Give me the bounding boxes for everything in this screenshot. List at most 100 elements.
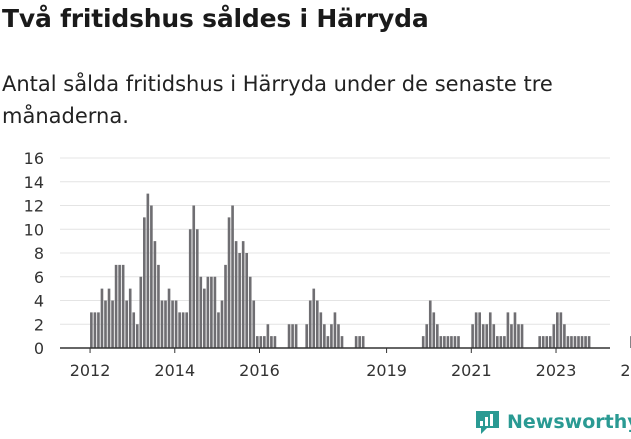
x-tick-label: 2016: [239, 361, 280, 380]
bar: [428, 300, 432, 348]
newsworthy-logo-icon: [476, 410, 499, 434]
bar: [506, 312, 510, 348]
bar: [548, 336, 552, 348]
bar: [443, 336, 446, 348]
bar: [361, 336, 365, 348]
bar: [552, 324, 556, 348]
bar: [453, 336, 457, 348]
bar: [121, 264, 125, 348]
y-tick-label: 14: [24, 173, 44, 192]
bar: [143, 217, 146, 348]
bar: [227, 217, 231, 348]
bar: [354, 336, 358, 348]
bar: [203, 288, 206, 348]
bar: [252, 300, 256, 348]
bar: [421, 336, 425, 348]
bar: [488, 312, 492, 348]
bar: [255, 336, 259, 348]
bar: [333, 312, 337, 348]
bar: [436, 324, 439, 348]
bar: [577, 336, 580, 348]
bar: [556, 312, 559, 348]
bar: [358, 336, 361, 348]
bar: [566, 336, 570, 348]
bar: [90, 312, 93, 348]
bar: [319, 312, 323, 348]
bar: [492, 324, 496, 348]
bar: [587, 336, 591, 348]
bar: [308, 300, 312, 348]
bar: [97, 312, 100, 348]
bar: [337, 324, 340, 348]
bar: [538, 336, 541, 348]
bar: [450, 336, 453, 348]
bar: [305, 324, 309, 348]
chart-title: Två fritidshus såldes i Härryda: [2, 4, 429, 33]
bar: [93, 312, 97, 348]
y-axis-ticks: 0 2 4 6 8 10 12 14 16: [24, 149, 44, 358]
newsworthy-brand: Newsworthy: [474, 407, 631, 437]
bar: [100, 288, 104, 348]
chart-subtitle: Antal sålda fritidshus i Härryda under d…: [2, 72, 553, 128]
x-axis-ticks: 2012 2014 2016 2019 2021 2023 2025: [70, 348, 631, 380]
x-tick-label: 2012: [70, 361, 111, 380]
bar: [323, 324, 326, 348]
x-tick-label: 2019: [366, 361, 407, 380]
bar: [266, 324, 270, 348]
bar: [273, 336, 277, 348]
bar: [231, 205, 234, 348]
bar: [517, 324, 520, 348]
bar: [326, 336, 330, 348]
bar: [425, 324, 429, 348]
y-tick-label: 4: [34, 292, 44, 311]
bar: [573, 336, 577, 348]
bar: [150, 205, 153, 348]
bar: [234, 241, 238, 348]
bar: [107, 288, 111, 348]
bar: [584, 336, 587, 348]
bar: [330, 324, 333, 348]
bar: [503, 336, 506, 348]
bar: [510, 324, 513, 348]
bar: [513, 312, 517, 348]
bar: [185, 312, 188, 348]
newsworthy-brand-name: Newsworthy: [507, 411, 631, 433]
bar: [499, 336, 503, 348]
y-tick-label: 12: [24, 197, 44, 216]
bar: [195, 229, 199, 348]
bar: [340, 336, 344, 348]
y-tick-label: 8: [34, 244, 44, 263]
bar: [294, 324, 298, 348]
bar: [478, 312, 481, 348]
x-tick-label: 2023: [536, 361, 577, 380]
gridlines: [60, 157, 610, 325]
bar: [157, 264, 160, 348]
bar: [210, 276, 213, 348]
bar: [559, 312, 563, 348]
bar: [439, 336, 443, 348]
y-tick-label: 2: [34, 315, 44, 334]
bar: [563, 324, 566, 348]
bar: [153, 241, 157, 348]
bar: [541, 336, 545, 348]
bar: [224, 264, 227, 348]
bar: [114, 264, 118, 348]
bar: [220, 300, 224, 348]
bar: [167, 288, 171, 348]
y-tick-label: 10: [24, 220, 44, 239]
bar: [496, 336, 499, 348]
bar: [570, 336, 573, 348]
bar: [174, 300, 178, 348]
bar: [164, 300, 167, 348]
bar: [125, 300, 128, 348]
x-tick-label: 2014: [154, 361, 195, 380]
bar: [312, 288, 316, 348]
bar: [446, 336, 450, 348]
bar: [206, 276, 210, 348]
bar: [241, 241, 245, 348]
bar: [474, 312, 478, 348]
bar: [192, 205, 196, 348]
bar: [181, 312, 185, 348]
bar: [146, 193, 150, 348]
bar: [485, 324, 489, 348]
